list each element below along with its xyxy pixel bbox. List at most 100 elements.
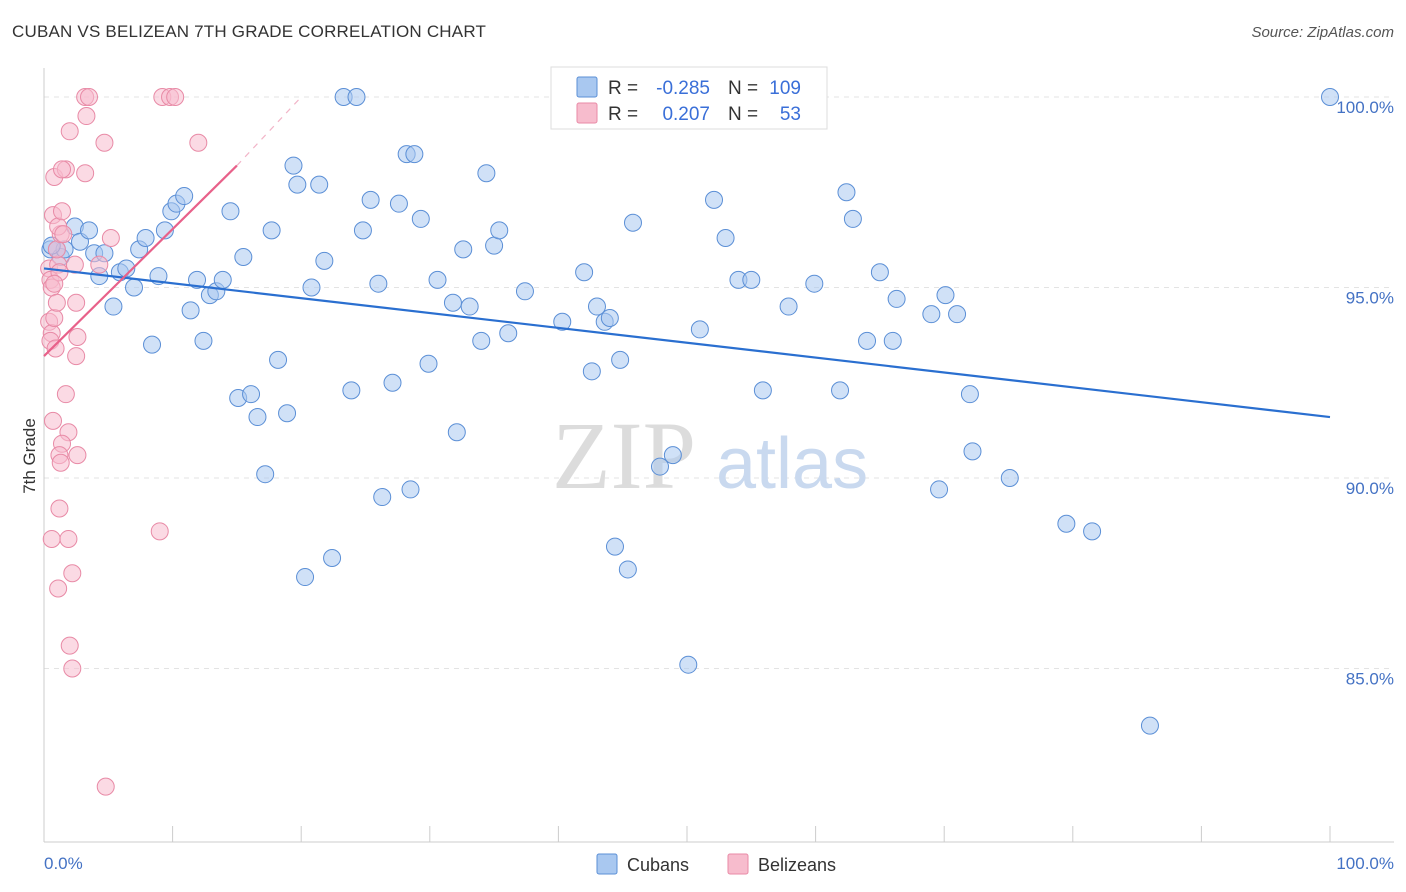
cubans-point-63 xyxy=(472,331,491,350)
cubans-point-54 xyxy=(401,480,420,499)
belizeans-point-19 xyxy=(60,122,79,141)
cubans-point-56 xyxy=(411,209,430,228)
series-cubans-points xyxy=(41,88,1339,735)
cubans-point-74 xyxy=(600,308,619,327)
cubans-point-10 xyxy=(104,297,123,316)
belizeans-point-50 xyxy=(96,777,115,796)
y-tick-label-90: 90.0% xyxy=(1346,479,1394,498)
cubans-point-96 xyxy=(887,289,906,308)
cubans-point-88 xyxy=(779,297,798,316)
y-axis-tick-labels: 85.0% 90.0% 95.0% 100.0% xyxy=(1336,98,1394,689)
cubans-point-99 xyxy=(936,286,955,305)
legend-r-label-cubans: R = xyxy=(608,78,638,99)
cubans-point-13 xyxy=(125,278,144,297)
cubans-point-83 xyxy=(705,190,724,209)
cubans-point-48 xyxy=(361,190,380,209)
cubans-point-72 xyxy=(587,297,606,316)
belizeans-point-6 xyxy=(45,308,64,327)
cubans-point-93 xyxy=(858,331,877,350)
legend-n-label-cubans: N = xyxy=(728,78,758,99)
cubans-point-18 xyxy=(155,221,174,240)
y-tick-label-95: 95.0% xyxy=(1346,289,1394,308)
cubans-point-91 xyxy=(837,183,856,202)
cubans-point-24 xyxy=(194,331,213,350)
trend-line-belizeans-extension xyxy=(236,96,302,166)
cubans-point-23 xyxy=(188,270,207,289)
cubans-point-97 xyxy=(922,305,941,324)
cubans-point-57 xyxy=(419,354,438,373)
cubans-point-82 xyxy=(690,320,709,339)
cubans-point-102 xyxy=(963,442,982,461)
watermark-atlas: atlas xyxy=(716,424,868,504)
cubans-point-52 xyxy=(389,194,408,213)
legend-r-label-belizeans: R = xyxy=(608,104,638,125)
cubans-point-105 xyxy=(1083,522,1102,541)
cubans-point-87 xyxy=(753,381,772,400)
cubans-point-34 xyxy=(262,221,281,240)
cubans-point-92 xyxy=(843,209,862,228)
cubans-point-39 xyxy=(296,568,315,587)
cubans-point-60 xyxy=(447,423,466,442)
belizeans-point-42 xyxy=(95,133,114,152)
cubans-point-78 xyxy=(623,213,642,232)
belizeans-point-48 xyxy=(189,133,208,152)
belizeans-point-29 xyxy=(51,453,70,472)
cubans-point-33 xyxy=(256,465,275,484)
belizeans-point-52 xyxy=(54,225,73,244)
cubans-point-45 xyxy=(342,381,361,400)
cubans-point-28 xyxy=(221,202,240,221)
bottom-legend-label-belizeans: Belizeans xyxy=(758,855,836,875)
legend-n-value-cubans: 109 xyxy=(769,78,801,99)
cubans-point-22 xyxy=(181,301,200,320)
cubans-point-16 xyxy=(143,335,162,354)
cubans-point-101 xyxy=(960,385,979,404)
x-tick-label-min: 0.0% xyxy=(44,854,83,873)
belizeans-point-40 xyxy=(77,107,96,126)
cubans-point-62 xyxy=(460,297,479,316)
belizeans-point-22 xyxy=(68,328,87,347)
belizeans-point-47 xyxy=(166,88,185,106)
belizeans-point-51 xyxy=(45,274,64,293)
belizeans-point-35 xyxy=(49,579,68,598)
belizeans-point-44 xyxy=(90,255,109,274)
trend-lines xyxy=(43,96,1331,419)
cubans-point-58 xyxy=(428,270,447,289)
y-tick-label-85: 85.0% xyxy=(1346,670,1394,689)
cubans-point-67 xyxy=(499,324,518,343)
belizeans-point-11 xyxy=(47,240,66,259)
cubans-point-89 xyxy=(805,274,824,293)
trend-line-belizeans xyxy=(43,164,238,357)
cubans-point-75 xyxy=(605,537,624,556)
cubans-point-64 xyxy=(477,164,496,183)
belizeans-point-24 xyxy=(56,385,75,404)
cubans-point-31 xyxy=(242,385,261,404)
cubans-point-107 xyxy=(1321,88,1339,106)
cubans-point-37 xyxy=(284,156,303,175)
cubans-point-46 xyxy=(347,88,366,106)
cubans-point-30 xyxy=(234,248,253,267)
cubans-point-40 xyxy=(302,278,321,297)
chart-title: CUBAN VS BELIZEAN 7TH GRADE CORRELATION … xyxy=(12,22,487,41)
cubans-point-90 xyxy=(831,381,850,400)
stats-legend: R = -0.285 N = 109 R = 0.207 N = 53 xyxy=(550,66,828,130)
cubans-point-51 xyxy=(383,373,402,392)
legend-swatch-cubans xyxy=(576,76,598,98)
cubans-point-50 xyxy=(373,488,392,507)
cubans-point-43 xyxy=(323,549,342,568)
cubans-point-41 xyxy=(310,175,329,194)
cubans-point-49 xyxy=(369,274,388,293)
belizeans-point-25 xyxy=(44,411,63,430)
cubans-point-76 xyxy=(611,350,630,369)
cubans-point-69 xyxy=(553,312,572,331)
series-legend: Cubans Belizeans xyxy=(596,853,836,875)
cubans-point-68 xyxy=(515,282,534,301)
cubans-point-47 xyxy=(353,221,372,240)
belizeans-point-39 xyxy=(80,88,99,106)
y-tick-label-100: 100.0% xyxy=(1336,98,1394,117)
cubans-point-95 xyxy=(883,331,902,350)
cubans-point-98 xyxy=(930,480,949,499)
cubans-point-38 xyxy=(288,175,307,194)
cubans-point-71 xyxy=(582,362,601,381)
cubans-point-104 xyxy=(1057,514,1076,533)
